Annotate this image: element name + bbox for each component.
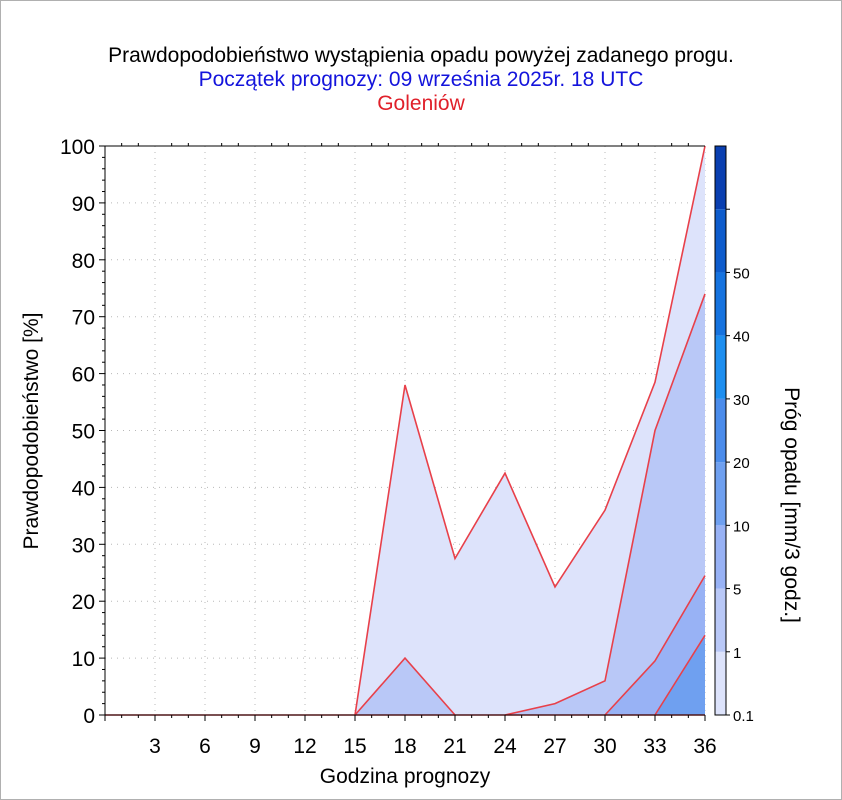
- colorbar-tick-label: 50: [733, 265, 750, 282]
- area-threshold-5: [105, 575, 705, 715]
- colorbar-tick-label: 30: [733, 392, 750, 409]
- colorbar-segment: [715, 335, 726, 399]
- y-tick-label: 80: [72, 250, 95, 273]
- y-tick-label: 10: [72, 648, 95, 671]
- colorbar-segment: [715, 588, 726, 652]
- colorbar-label: Próg opadu [mm/3 godz.]: [780, 387, 803, 623]
- x-tick-label: 3: [149, 735, 161, 758]
- colorbar-segment: [715, 146, 726, 210]
- y-tick-label: 40: [72, 477, 95, 500]
- colorbar-segment: [715, 651, 726, 715]
- series-line-threshold-0-1: [354, 145, 706, 716]
- colorbar-segment: [715, 462, 726, 526]
- series-line-threshold-5: [604, 575, 706, 716]
- colorbar-segment: [715, 209, 726, 273]
- colorbar-tick-label: 0.1: [733, 708, 754, 725]
- y-tick-label: 60: [72, 364, 95, 387]
- x-tick-label: 36: [693, 735, 716, 758]
- x-tick-label: 30: [593, 735, 616, 758]
- colorbar-segment: [715, 398, 726, 463]
- series-line-threshold-10: [654, 634, 706, 716]
- colorbar-segment: [715, 525, 726, 589]
- x-tick-label: 21: [443, 735, 466, 758]
- y-tick-label: 70: [72, 307, 95, 330]
- x-tick-label: 33: [643, 735, 666, 758]
- x-tick-label: 12: [293, 735, 316, 758]
- x-axis-label: Godzina prognozy: [320, 765, 491, 788]
- y-tick-label: 90: [72, 193, 95, 216]
- location-name: Goleniów: [377, 92, 465, 115]
- colorbar-segment: [715, 272, 726, 336]
- y-axis-label: Prawdopodobieństwo [%]: [20, 313, 43, 550]
- y-tick-label: 30: [72, 534, 95, 557]
- x-tick-label: 24: [493, 735, 517, 758]
- x-tick-label: 15: [343, 735, 366, 758]
- area-threshold-0-1: [105, 146, 705, 715]
- y-tick-label: 100: [60, 136, 95, 159]
- chart-title: Prawdopodobieństwo wystąpienia opadu pow…: [108, 44, 734, 67]
- y-tick-label: 0: [83, 705, 95, 728]
- y-tick-label: 20: [72, 591, 95, 614]
- x-tick-label: 27: [543, 735, 566, 758]
- x-tick-label: 18: [393, 735, 416, 758]
- y-tick-label: 50: [72, 421, 95, 444]
- colorbar-tick-label: 10: [733, 518, 750, 535]
- colorbar-tick-label: 40: [733, 329, 750, 346]
- colorbar-tick-label: 1: [733, 645, 741, 662]
- colorbar-tick-label: 5: [733, 582, 741, 599]
- colorbar-outline: [714, 145, 727, 716]
- x-tick-label: 6: [199, 735, 211, 758]
- series-line-threshold-1: [354, 293, 706, 716]
- x-tick-label: 9: [249, 735, 261, 758]
- chart-subtitle: Początek prognozy: 09 września 2025r. 18…: [198, 68, 644, 91]
- colorbar-tick-label: 20: [733, 455, 750, 472]
